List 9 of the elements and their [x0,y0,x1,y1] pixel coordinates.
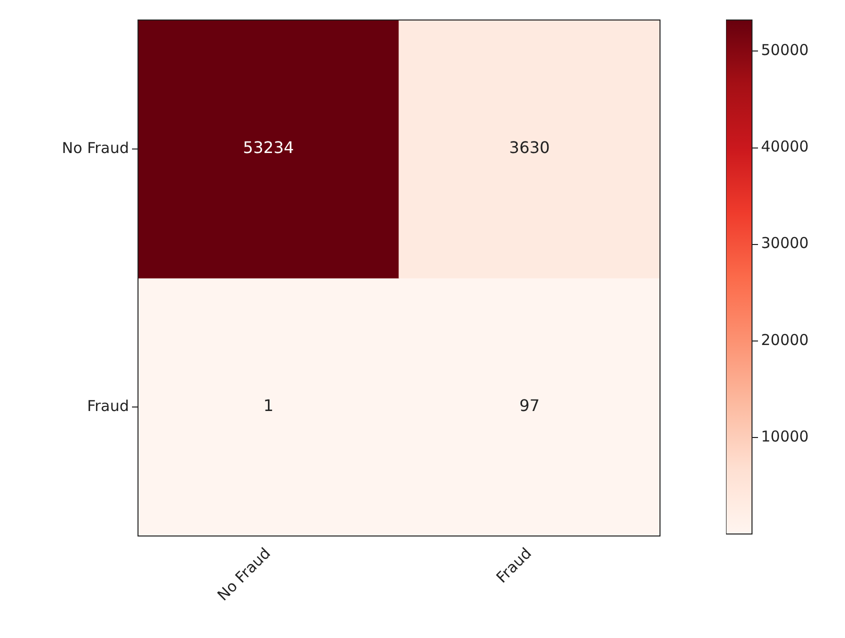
color-bar-label: 20000 [761,330,809,349]
data-label: 53234 [243,138,294,158]
color-bar-label: 50000 [761,41,809,60]
data-label: 1 [263,396,274,416]
data-label: 97 [519,396,540,416]
color-bar-label: 30000 [761,234,809,252]
color-bar-label: 40000 [761,138,809,156]
data-label: 3630 [509,138,550,158]
color-bar-label: 10000 [761,427,809,446]
